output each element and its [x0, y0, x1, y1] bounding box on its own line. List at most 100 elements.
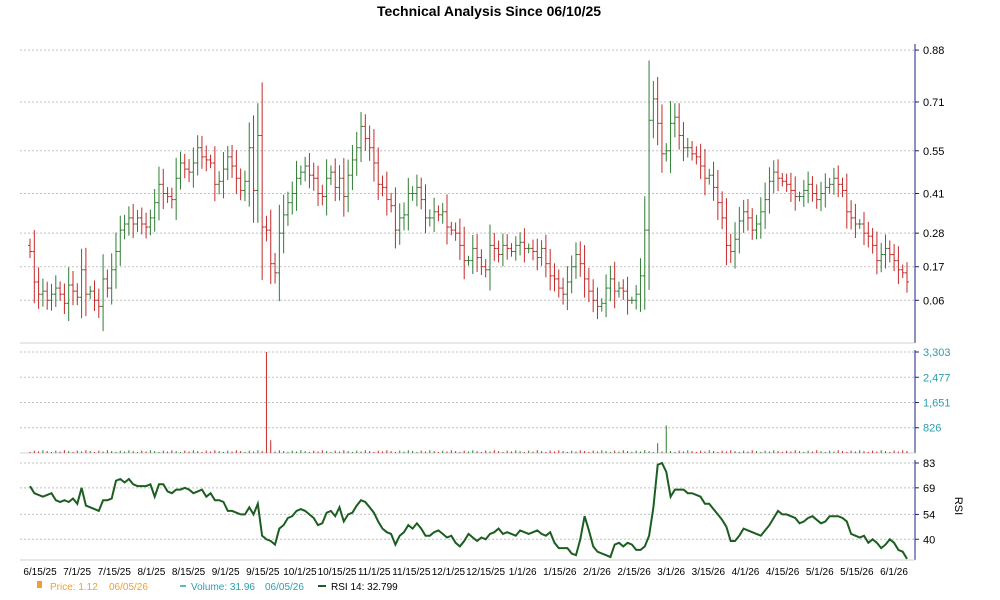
price-bar	[376, 147, 381, 200]
price-bar	[410, 186, 415, 201]
price-grid: 0.88 0.71 0.55 0.41 0.28 0.17 0.06	[20, 45, 944, 307]
price-bar	[487, 224, 492, 291]
price-bar	[672, 103, 677, 138]
price-bar	[509, 243, 514, 257]
price-bar	[518, 232, 523, 256]
price-bar	[599, 298, 604, 312]
price-bar	[616, 281, 621, 298]
price-bar	[724, 198, 729, 266]
price-bar	[543, 234, 548, 278]
price-bar	[402, 202, 407, 231]
price-bar	[741, 199, 746, 233]
price-bar	[483, 259, 488, 278]
price-bar	[432, 197, 437, 232]
x-tick-label: 10/1/25	[283, 567, 317, 578]
price-bar	[359, 112, 364, 163]
price-bar	[247, 122, 252, 207]
price-bar	[634, 285, 639, 310]
price-bar	[806, 171, 811, 204]
price-bar	[763, 182, 768, 229]
price-bar	[754, 214, 759, 240]
price-bar	[393, 187, 398, 249]
price-bar	[879, 242, 884, 273]
price-bar	[556, 269, 561, 298]
price-bar	[144, 212, 149, 239]
price-bar	[586, 267, 591, 303]
price-bar	[900, 264, 905, 279]
price-bar	[642, 196, 647, 310]
price-bar	[307, 152, 312, 189]
price-bar	[853, 203, 858, 239]
price-bar	[436, 205, 441, 222]
price-bar	[844, 173, 849, 229]
price-tick-label: 0.55	[923, 146, 944, 158]
price-bar	[427, 209, 432, 227]
x-tick-label: 4/1/26	[732, 567, 760, 578]
legend: Price: 1.12 06/05/26 Volume: 31.96 06/05…	[37, 581, 398, 593]
price-bar	[647, 60, 652, 290]
x-tick-label: 7/1/25	[63, 567, 91, 578]
price-bar	[36, 267, 41, 309]
price-bar	[298, 165, 303, 185]
price-bar	[685, 137, 690, 158]
price-bars	[28, 60, 909, 332]
price-tick-label: 0.28	[923, 228, 944, 240]
price-bar	[109, 253, 114, 305]
price-bar	[290, 181, 295, 215]
price-bar	[242, 170, 247, 202]
price-bar	[70, 270, 75, 306]
price-bar	[548, 249, 553, 291]
rsi-legend-label: RSI 14: 32.799	[331, 582, 398, 593]
price-bar	[496, 240, 501, 263]
price-bar	[294, 160, 299, 211]
price-bar	[513, 236, 518, 261]
rsi-axis-label: RSI	[952, 497, 964, 515]
price-bar	[784, 173, 789, 192]
price-bar	[83, 247, 88, 317]
price-bar	[260, 82, 265, 281]
price-bar	[62, 283, 67, 315]
price-bar	[711, 161, 716, 201]
price-bar	[849, 200, 854, 230]
price-bar	[638, 258, 643, 312]
price-bar	[337, 165, 342, 201]
price-bar	[165, 187, 170, 203]
price-bar	[677, 103, 682, 150]
x-tick-label: 6/1/26	[880, 567, 908, 578]
x-tick-label: 10/15/25	[318, 567, 357, 578]
price-bar	[341, 158, 346, 217]
price-bar	[440, 202, 445, 224]
price-bar	[733, 222, 738, 269]
x-tick-label: 1/15/26	[543, 567, 577, 578]
price-bar	[530, 239, 535, 261]
price-tick-label: 0.41	[923, 189, 944, 201]
x-tick-label: 2/15/26	[617, 567, 651, 578]
price-bar	[771, 160, 776, 194]
price-bar	[500, 233, 505, 267]
price-bar	[797, 191, 802, 202]
price-bar	[346, 159, 351, 213]
volume-tick-label: 1,651	[923, 398, 951, 410]
price-bar	[423, 184, 428, 234]
price-bar	[139, 207, 144, 235]
price-bar	[801, 180, 806, 207]
price-bar	[178, 151, 183, 190]
price-bar	[462, 226, 467, 280]
price-bar	[836, 165, 841, 198]
price-bar	[535, 238, 540, 271]
price-bar	[96, 288, 101, 318]
volume-tick-label: 3,303	[923, 347, 951, 359]
price-bar	[707, 168, 712, 185]
price-bar	[79, 248, 84, 319]
price-bar	[367, 125, 372, 161]
price-tick-label: 0.17	[923, 262, 944, 274]
price-bar	[565, 266, 570, 311]
volume-bars	[29, 352, 908, 453]
price-bar	[814, 184, 819, 209]
volume-legend-date: 06/05/26	[265, 582, 304, 593]
price-bar	[892, 244, 897, 271]
rsi-line	[29, 461, 908, 560]
price-bar	[88, 285, 93, 300]
price-bar	[92, 280, 97, 311]
